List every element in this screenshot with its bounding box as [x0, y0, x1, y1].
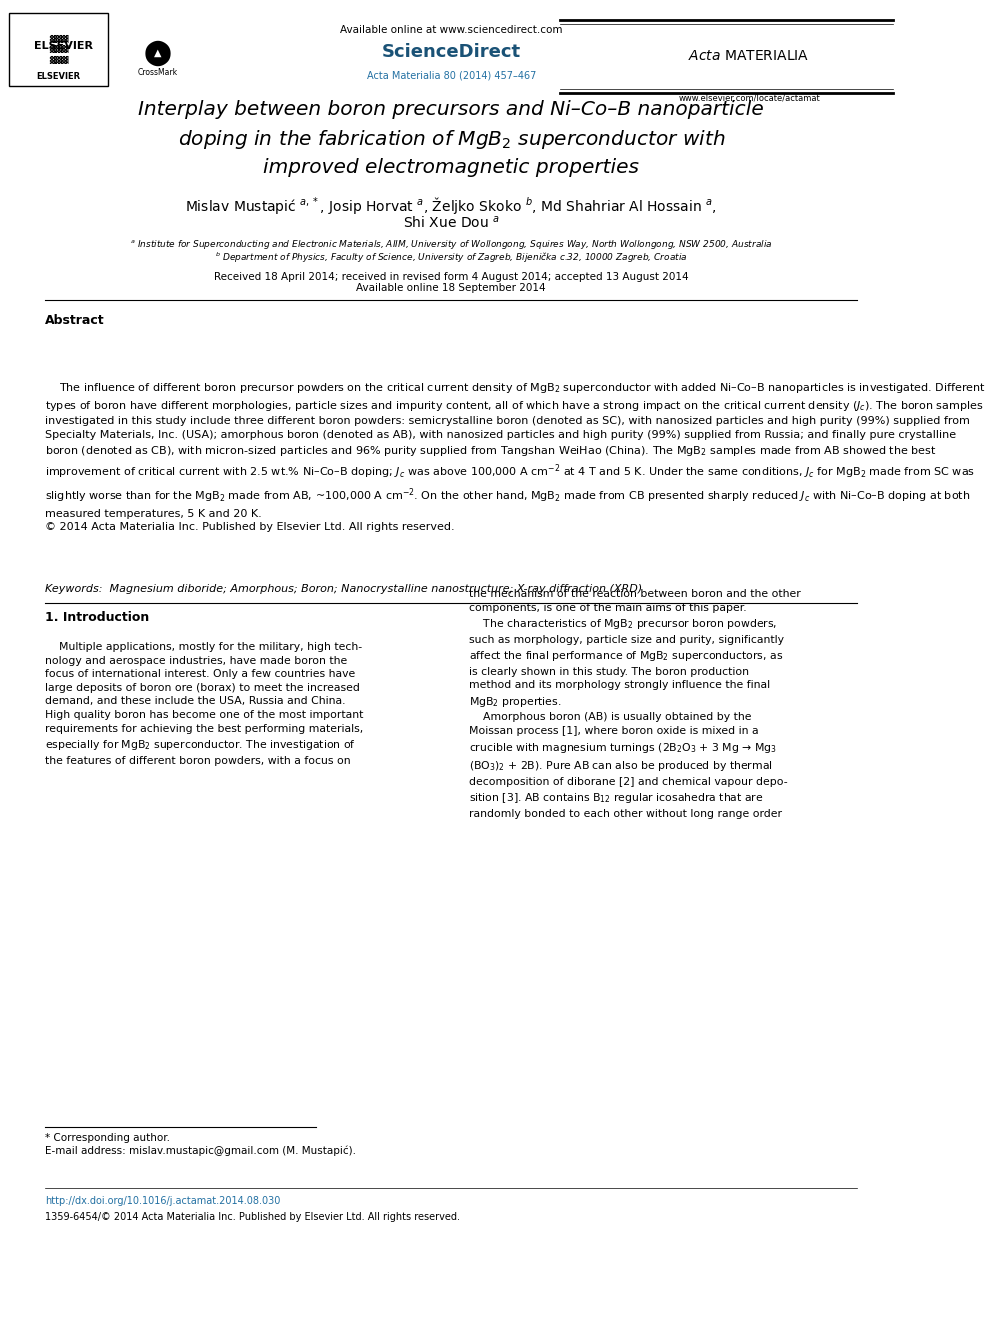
Text: * Corresponding author.: * Corresponding author. — [45, 1132, 170, 1143]
Text: ELSEVIER: ELSEVIER — [34, 41, 92, 52]
Text: Keywords:  Magnesium diboride; Amorphous; Boron; Nanocrystalline nanostructure; : Keywords: Magnesium diboride; Amorphous;… — [45, 583, 643, 594]
Text: ▲: ▲ — [154, 48, 162, 58]
Text: Abstract: Abstract — [45, 314, 105, 327]
Text: Available online 18 September 2014: Available online 18 September 2014 — [356, 283, 546, 294]
Text: Available online at www.sciencedirect.com: Available online at www.sciencedirect.co… — [340, 25, 562, 36]
Text: E-mail address: mislav.mustapic@gmail.com (M. Mustapić).: E-mail address: mislav.mustapic@gmail.co… — [45, 1146, 356, 1156]
Text: ELSEVIER: ELSEVIER — [37, 73, 80, 81]
Text: The influence of different boron precursor powders on the critical current densi: The influence of different boron precurs… — [45, 381, 986, 532]
Text: ▓▓▓
▓▓▓
▓▓▓: ▓▓▓ ▓▓▓ ▓▓▓ — [49, 34, 68, 64]
Text: ScienceDirect: ScienceDirect — [382, 42, 521, 61]
Text: Multiple applications, mostly for the military, high tech-
nology and aerospace : Multiple applications, mostly for the mi… — [45, 642, 363, 766]
Text: http://dx.doi.org/10.1016/j.actamat.2014.08.030: http://dx.doi.org/10.1016/j.actamat.2014… — [45, 1196, 281, 1207]
Text: Interplay between boron precursors and Ni–Co–B nanoparticle
doping in the fabric: Interplay between boron precursors and N… — [138, 101, 764, 177]
Text: www.elsevier.com/locate/actamat: www.elsevier.com/locate/actamat — [679, 94, 820, 102]
Text: 1359-6454/© 2014 Acta Materialia Inc. Published by Elsevier Ltd. All rights rese: 1359-6454/© 2014 Acta Materialia Inc. Pu… — [45, 1212, 460, 1222]
Text: $Acta$ MATERIALIA: $Acta$ MATERIALIA — [688, 49, 809, 62]
Text: $^a$ Institute for Superconducting and Electronic Materials, AIIM, University of: $^a$ Institute for Superconducting and E… — [130, 238, 773, 251]
Text: 1. Introduction: 1. Introduction — [45, 611, 150, 624]
Bar — [9, 13, 108, 86]
Text: Received 18 April 2014; received in revised form 4 August 2014; accepted 13 Augu: Received 18 April 2014; received in revi… — [214, 271, 688, 282]
Text: Mislav Mustapić $^{a,*}$, Josip Horvat $^a$, Željko Skoko $^b$, Md Shahriar Al H: Mislav Mustapić $^{a,*}$, Josip Horvat $… — [186, 194, 717, 216]
Text: ⬤: ⬤ — [144, 40, 172, 66]
Text: Shi Xue Dou $^a$: Shi Xue Dou $^a$ — [403, 214, 500, 230]
Text: $^b$ Department of Physics, Faculty of Science, University of Zagreb, Bijenička : $^b$ Department of Physics, Faculty of S… — [215, 251, 687, 265]
Text: the mechanism of the reaction between boron and the other
components, is one of : the mechanism of the reaction between bo… — [469, 589, 802, 819]
Text: CrossMark: CrossMark — [138, 69, 178, 77]
Text: Acta Materialia 80 (2014) 457–467: Acta Materialia 80 (2014) 457–467 — [367, 70, 536, 81]
